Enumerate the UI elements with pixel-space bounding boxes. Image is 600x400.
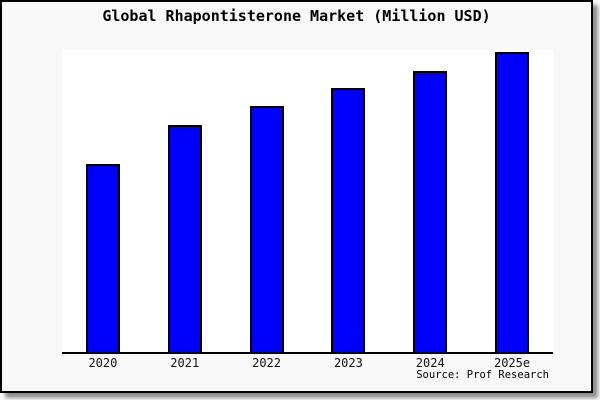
bar-2022	[249, 106, 284, 352]
x-tick-label: 2023	[333, 356, 363, 370]
bar-2021	[167, 125, 202, 352]
x-tick-label: 2021	[170, 356, 200, 370]
bar-slot	[144, 50, 226, 352]
x-axis-labels: 2020 2021 2022 2023 2024 2025e	[62, 356, 553, 370]
chart-title: Global Rhapontisterone Market (Million U…	[102, 7, 491, 25]
bar-2020	[85, 164, 120, 352]
bar-2023	[331, 88, 366, 352]
bar-slot	[471, 50, 553, 352]
x-tick-label: 2020	[88, 356, 118, 370]
bar-2025e	[495, 52, 530, 352]
source-note: Source: Prof Research	[416, 369, 549, 381]
bar-2024	[413, 71, 448, 352]
bar-slot	[62, 50, 144, 352]
x-tick-label: 2022	[252, 356, 282, 370]
x-tick-label: 2025e	[493, 356, 531, 370]
bar-slot	[226, 50, 308, 352]
bar-slot	[307, 50, 389, 352]
bars-row	[62, 50, 553, 352]
plot-area	[62, 50, 553, 354]
x-tick-label: 2024	[415, 356, 445, 370]
bar-slot	[389, 50, 471, 352]
chart-frame: Global Rhapontisterone Market (Million U…	[0, 0, 593, 393]
